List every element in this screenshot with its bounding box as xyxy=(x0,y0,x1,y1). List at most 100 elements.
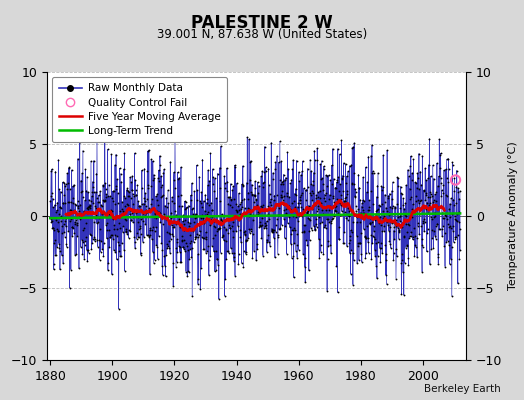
Point xyxy=(409,234,418,240)
Point xyxy=(322,172,330,178)
Point xyxy=(379,208,388,214)
Point xyxy=(247,189,255,196)
Point xyxy=(120,247,128,254)
Point xyxy=(432,222,440,229)
Point xyxy=(353,260,361,266)
Point xyxy=(347,180,356,186)
Point xyxy=(446,214,454,220)
Point xyxy=(394,175,402,182)
Point xyxy=(223,247,231,254)
Point xyxy=(164,243,172,249)
Point xyxy=(96,249,105,255)
Point xyxy=(445,224,453,230)
Point xyxy=(134,198,143,204)
Point xyxy=(255,208,263,215)
Point xyxy=(95,256,104,263)
Point xyxy=(436,150,445,156)
Point xyxy=(437,180,445,186)
Point xyxy=(133,208,141,214)
Point xyxy=(287,207,295,214)
Point xyxy=(430,214,439,220)
Point xyxy=(367,232,375,238)
Point xyxy=(223,165,231,171)
Point xyxy=(372,208,380,214)
Point xyxy=(112,186,120,192)
Point xyxy=(412,193,420,199)
Point xyxy=(53,243,61,250)
Point xyxy=(160,211,168,217)
Point xyxy=(277,192,285,198)
Point xyxy=(390,228,398,234)
Point xyxy=(182,240,191,246)
Point xyxy=(314,236,323,242)
Point xyxy=(337,137,346,144)
Point xyxy=(313,208,321,214)
Point xyxy=(358,200,366,206)
Point xyxy=(327,218,335,224)
Point xyxy=(224,247,232,254)
Point xyxy=(234,261,243,267)
Point xyxy=(222,238,231,244)
Point xyxy=(385,211,393,218)
Point xyxy=(132,192,140,198)
Point xyxy=(253,202,261,208)
Point xyxy=(349,144,357,150)
Point xyxy=(91,214,100,221)
Point xyxy=(226,245,235,252)
Point xyxy=(164,200,172,206)
Point xyxy=(187,197,195,204)
Point xyxy=(89,236,97,242)
Point xyxy=(335,151,344,157)
Point xyxy=(360,198,368,204)
Point xyxy=(350,170,358,176)
Point xyxy=(339,240,347,246)
Point xyxy=(303,242,311,248)
Point xyxy=(192,234,200,240)
Point xyxy=(353,214,362,220)
Point xyxy=(74,212,83,218)
Point xyxy=(239,247,248,254)
Point xyxy=(263,239,271,245)
Point xyxy=(267,196,275,202)
Point xyxy=(423,199,431,206)
Point xyxy=(323,288,331,294)
Point xyxy=(448,211,456,217)
Point xyxy=(235,211,244,217)
Point xyxy=(127,216,135,223)
Point xyxy=(100,198,108,204)
Point xyxy=(391,203,399,210)
Point xyxy=(430,176,438,182)
Point xyxy=(258,168,266,174)
Point xyxy=(65,210,73,217)
Point xyxy=(136,223,144,230)
Point xyxy=(319,187,328,194)
Point xyxy=(446,223,455,230)
Point xyxy=(242,249,250,255)
Point xyxy=(84,250,93,256)
Point xyxy=(380,228,388,234)
Point xyxy=(361,234,369,240)
Point xyxy=(313,145,321,152)
Point xyxy=(414,150,423,157)
Point xyxy=(78,251,86,257)
Point xyxy=(449,196,457,203)
Point xyxy=(418,153,427,159)
Point xyxy=(194,232,203,238)
Point xyxy=(115,165,124,171)
Point xyxy=(340,198,348,204)
Point xyxy=(184,202,193,209)
Point xyxy=(330,198,338,205)
Point xyxy=(243,134,252,140)
Point xyxy=(179,218,187,224)
Point xyxy=(166,231,174,237)
Point xyxy=(190,226,198,232)
Point xyxy=(375,202,383,208)
Point xyxy=(195,212,204,219)
Point xyxy=(409,201,417,208)
Point xyxy=(174,175,182,182)
Point xyxy=(413,254,421,260)
Point xyxy=(82,188,91,194)
Point xyxy=(452,234,461,240)
Point xyxy=(456,247,464,253)
Point xyxy=(442,166,450,172)
